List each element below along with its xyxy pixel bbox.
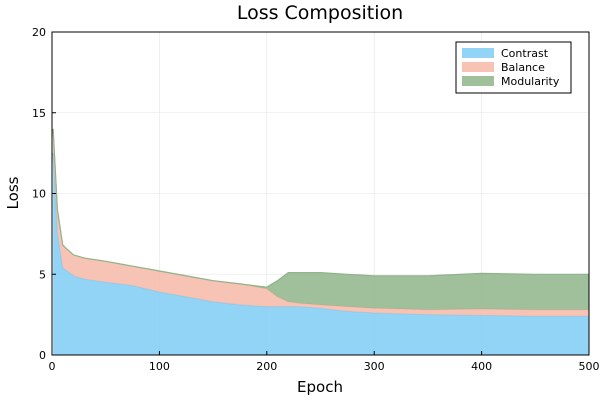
x-tick-label: 300 bbox=[364, 360, 385, 373]
legend-label-contrast: Contrast bbox=[501, 47, 549, 60]
y-tick-label: 10 bbox=[32, 188, 46, 201]
x-axis-title: Epoch bbox=[297, 378, 343, 396]
series-modularity-edge bbox=[52, 128, 589, 288]
legend-swatch-modularity bbox=[462, 76, 494, 86]
y-tick-label: 20 bbox=[32, 26, 46, 39]
y-axis-title: Loss bbox=[4, 176, 22, 209]
y-tick-label: 15 bbox=[32, 107, 46, 120]
y-tick-label: 0 bbox=[39, 349, 46, 362]
plot-frame bbox=[51, 31, 590, 356]
x-tick-label: 400 bbox=[471, 360, 492, 373]
legend-label-modularity: Modularity bbox=[501, 75, 560, 88]
y-tick-label: 5 bbox=[39, 268, 46, 281]
stacked-areas bbox=[52, 128, 590, 355]
series-contrast-area bbox=[53, 153, 590, 355]
series-modularity-area bbox=[53, 128, 590, 310]
x-tick-label: 0 bbox=[49, 360, 56, 373]
x-tick-label: 100 bbox=[149, 360, 170, 373]
legend-swatch-balance bbox=[462, 62, 494, 72]
legend-swatch-contrast bbox=[462, 48, 494, 58]
chart-title: Loss Composition bbox=[237, 2, 403, 24]
x-tick-label: 200 bbox=[256, 360, 277, 373]
legend-label-balance: Balance bbox=[501, 61, 545, 74]
tick-labels: 0 100 200 300 400 500 0 5 10 15 20 bbox=[32, 26, 600, 373]
x-tick-label: 500 bbox=[579, 360, 600, 373]
